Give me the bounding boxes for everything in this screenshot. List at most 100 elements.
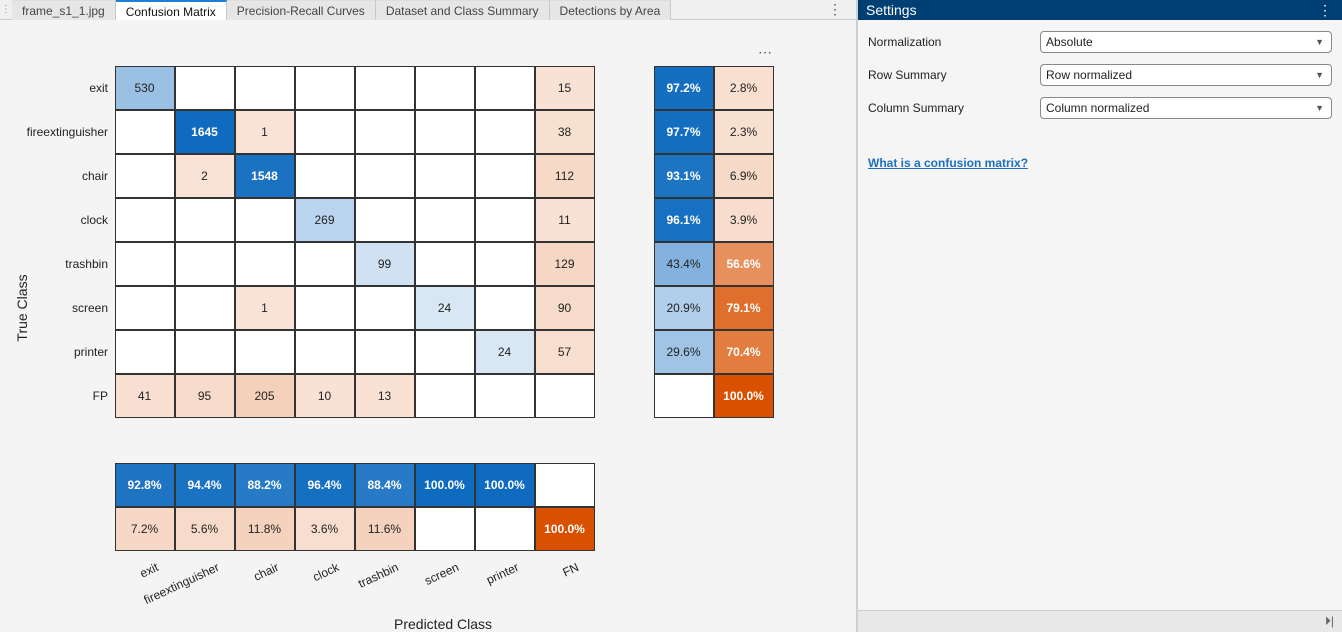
column-label: trashbin bbox=[356, 560, 401, 591]
settings-title: Settings bbox=[866, 2, 917, 18]
y-axis-label: True Class bbox=[14, 274, 30, 342]
matrix-cell bbox=[414, 153, 475, 198]
tab-detections-by-area[interactable]: Detections by Area bbox=[549, 0, 672, 20]
matrix-cell bbox=[114, 109, 175, 154]
matrix-cell: 24 bbox=[474, 329, 535, 374]
matrix-cell bbox=[294, 153, 355, 198]
column-summary-cell: 96.4% bbox=[294, 462, 355, 507]
row-summary-cell: 70.4% bbox=[713, 329, 774, 374]
matrix-cell bbox=[354, 197, 415, 242]
x-axis-label: Predicted Class bbox=[394, 616, 493, 632]
matrix-cell bbox=[174, 197, 235, 242]
matrix-cell bbox=[474, 109, 535, 154]
matrix-cell bbox=[414, 329, 475, 374]
tab-bar: ⋮ frame_s1_1.jpg Confusion Matrix Precis… bbox=[0, 0, 856, 20]
matrix-cell: 1645 bbox=[174, 109, 235, 154]
normalization-dropdown[interactable]: Absolute ▼ bbox=[1040, 31, 1332, 53]
row-summary-cell: 3.9% bbox=[713, 197, 774, 242]
column-label: clock bbox=[310, 560, 341, 585]
column-summary-cell: 5.6% bbox=[174, 506, 235, 551]
matrix-cell: 2 bbox=[174, 153, 235, 198]
matrix-cell: 10 bbox=[294, 373, 355, 418]
column-summary-cell: 11.8% bbox=[234, 506, 295, 551]
row-summary-cell: 93.1% bbox=[653, 153, 714, 198]
column-summary-value: Column normalized bbox=[1046, 101, 1150, 115]
matrix-cell bbox=[294, 109, 355, 154]
matrix-cell bbox=[474, 197, 535, 242]
matrix-cell bbox=[294, 329, 355, 374]
row-label: clock bbox=[80, 213, 108, 227]
matrix-cell bbox=[114, 329, 175, 374]
help-link[interactable]: What is a confusion matrix? bbox=[868, 156, 1029, 170]
row-label: FP bbox=[92, 389, 108, 403]
matrix-cell: 38 bbox=[534, 109, 595, 154]
panel-divider[interactable] bbox=[856, 0, 858, 632]
matrix-cell: 95 bbox=[174, 373, 235, 418]
matrix-cell: 41 bbox=[114, 373, 175, 418]
row-label: screen bbox=[71, 301, 108, 315]
row-summary-cell bbox=[653, 373, 714, 418]
grip-icon[interactable]: ⋮ bbox=[1, 4, 11, 15]
row-label: trashbin bbox=[65, 257, 108, 271]
matrix-cell bbox=[294, 65, 355, 110]
matrix-cell: 205 bbox=[234, 373, 295, 418]
row-label: chair bbox=[81, 169, 108, 183]
row-summary-cell: 6.9% bbox=[713, 153, 774, 198]
row-summary-dropdown[interactable]: Row normalized ▼ bbox=[1040, 64, 1332, 86]
matrix-cell bbox=[294, 241, 355, 286]
row-summary-cell: 29.6% bbox=[653, 329, 714, 374]
row-label: printer bbox=[73, 345, 108, 359]
matrix-cell: 1 bbox=[234, 109, 295, 154]
row-summary-cell: 20.9% bbox=[653, 285, 714, 330]
tab-dataset-summary[interactable]: Dataset and Class Summary bbox=[375, 0, 550, 20]
normalization-label: Normalization bbox=[868, 35, 942, 49]
matrix-cell bbox=[354, 329, 415, 374]
row-summary-cell: 97.2% bbox=[653, 65, 714, 110]
column-summary-cell bbox=[474, 506, 535, 551]
row-summary-cell: 43.4% bbox=[653, 241, 714, 286]
matrix-cell: 1548 bbox=[234, 153, 295, 198]
chevron-down-icon: ▼ bbox=[1315, 103, 1324, 113]
column-summary-cell: 100.0% bbox=[414, 462, 475, 507]
tab-menu-icon[interactable]: ⋮ bbox=[828, 1, 842, 17]
tab-precision-recall[interactable]: Precision-Recall Curves bbox=[226, 0, 376, 20]
column-label: printer bbox=[484, 560, 521, 588]
column-summary-cell: 92.8% bbox=[114, 462, 175, 507]
matrix-cell: 530 bbox=[114, 65, 175, 110]
column-summary-cell: 11.6% bbox=[354, 506, 415, 551]
row-summary-cell: 97.7% bbox=[653, 109, 714, 154]
column-summary-dropdown[interactable]: Column normalized ▼ bbox=[1040, 97, 1332, 119]
matrix-cell bbox=[174, 329, 235, 374]
column-label: FN bbox=[560, 560, 581, 580]
tab-image[interactable]: frame_s1_1.jpg bbox=[12, 0, 116, 20]
matrix-cell: 15 bbox=[534, 65, 595, 110]
row-summary-cell: 79.1% bbox=[713, 285, 774, 330]
matrix-cell bbox=[474, 65, 535, 110]
normalization-value: Absolute bbox=[1046, 35, 1093, 49]
row-summary-cell: 2.3% bbox=[713, 109, 774, 154]
collapse-panel-icon[interactable]: ⏵| bbox=[1324, 614, 1334, 628]
chevron-down-icon: ▼ bbox=[1315, 70, 1324, 80]
matrix-cell bbox=[294, 285, 355, 330]
matrix-cell bbox=[114, 153, 175, 198]
row-summary-cell: 56.6% bbox=[713, 241, 774, 286]
matrix-cell bbox=[474, 241, 535, 286]
matrix-cell bbox=[414, 373, 475, 418]
matrix-cell bbox=[354, 285, 415, 330]
matrix-cell: 24 bbox=[414, 285, 475, 330]
matrix-cell bbox=[114, 285, 175, 330]
column-summary-cell: 88.4% bbox=[354, 462, 415, 507]
row-label: exit bbox=[89, 81, 108, 95]
matrix-cell: 99 bbox=[354, 241, 415, 286]
matrix-cell bbox=[414, 197, 475, 242]
settings-menu-icon[interactable]: ⋮ bbox=[1318, 2, 1332, 18]
settings-panel: Settings ⋮ Normalization Absolute ▼ Row Su… bbox=[858, 0, 1342, 632]
status-bar: ⏵| bbox=[858, 610, 1342, 632]
matrix-cell: 90 bbox=[534, 285, 595, 330]
matrix-cell bbox=[534, 373, 595, 418]
more-options-icon[interactable]: ⋯ bbox=[758, 44, 772, 60]
column-summary-cell: 100.0% bbox=[474, 462, 535, 507]
tab-confusion-matrix[interactable]: Confusion Matrix bbox=[115, 0, 227, 20]
matrix-cell bbox=[114, 241, 175, 286]
matrix-cell bbox=[354, 109, 415, 154]
